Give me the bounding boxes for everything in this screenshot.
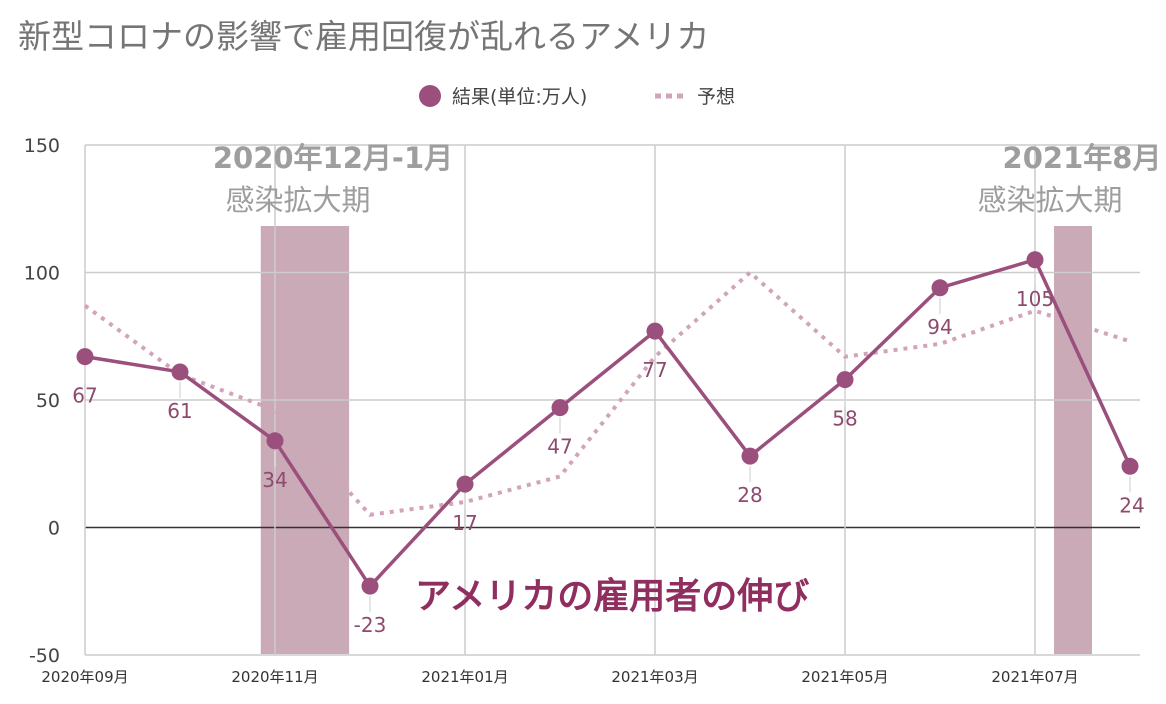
data-label: 28 — [737, 483, 762, 507]
data-label: 77 — [642, 358, 667, 382]
result-point — [741, 447, 759, 465]
data-label: 61 — [167, 399, 192, 423]
data-label: 67 — [72, 384, 97, 408]
result-point — [551, 399, 569, 417]
result-point — [646, 322, 664, 340]
period-1-title: 2020年12月-1月 — [213, 141, 453, 175]
y-tick-label: 100 — [24, 263, 60, 285]
y-axis: 150 100 50 0 -50 — [24, 135, 60, 667]
y-tick-label: 150 — [24, 135, 60, 157]
result-point — [931, 279, 949, 297]
data-labels: 67 61 34 -23 17 47 77 28 58 94 105 24 — [72, 287, 1144, 637]
result-point — [1026, 251, 1044, 269]
result-point — [266, 432, 284, 450]
legend-forecast-label: 予想 — [697, 86, 735, 108]
legend-result-marker — [419, 85, 441, 107]
result-point — [76, 348, 94, 366]
shaded-period-2 — [1054, 226, 1092, 654]
data-label: 17 — [452, 511, 477, 535]
chart-annotation: アメリカの雇用者の伸び — [415, 576, 809, 617]
x-tick-label: 2020年11月 — [231, 668, 318, 686]
period-2-title: 2021年8月 — [1003, 141, 1162, 175]
series-group — [76, 251, 1139, 595]
data-label: 24 — [1119, 493, 1144, 517]
result-point — [456, 475, 474, 493]
chart-title: 新型コロナの影響で雇用回復が乱れるアメリカ — [18, 17, 709, 56]
legend-result-label: 結果(単位:万人) — [452, 86, 587, 108]
x-axis: 2020年09月 2020年11月 2021年01月 2021年03月 2021年05月… — [41, 668, 1078, 686]
result-point — [836, 371, 854, 389]
y-tick-label: 0 — [48, 518, 60, 540]
data-label: 34 — [262, 468, 287, 492]
label-stems — [84, 269, 1131, 613]
x-tick-label: 2020年09月 — [41, 668, 128, 686]
result-point — [1121, 457, 1139, 475]
series-result-line — [84, 257, 1132, 589]
y-tick-label: -50 — [29, 645, 60, 667]
x-tick-label: 2021年07月 — [991, 668, 1078, 686]
legend: 結果(単位:万人) 予想 — [419, 85, 735, 108]
period-2-subtitle: 感染拡大期 — [977, 183, 1122, 217]
result-point — [361, 577, 379, 595]
data-label: 58 — [832, 407, 857, 431]
result-point — [171, 363, 189, 381]
data-label: -23 — [354, 613, 387, 637]
data-label: 105 — [1016, 287, 1054, 311]
period-1-subtitle: 感染拡大期 — [225, 183, 370, 217]
data-label: 47 — [547, 435, 572, 459]
series-forecast-line — [83, 269, 1131, 517]
data-label: 94 — [927, 315, 952, 339]
x-tick-label: 2021年03月 — [611, 668, 698, 686]
y-tick-label: 50 — [36, 390, 60, 412]
period-annotations: 2020年12月-1月 感染拡大期 2021年8月 感染拡大期 — [213, 141, 1162, 217]
x-tick-label: 2021年01月 — [421, 668, 508, 686]
x-tick-label: 2021年05月 — [801, 668, 888, 686]
